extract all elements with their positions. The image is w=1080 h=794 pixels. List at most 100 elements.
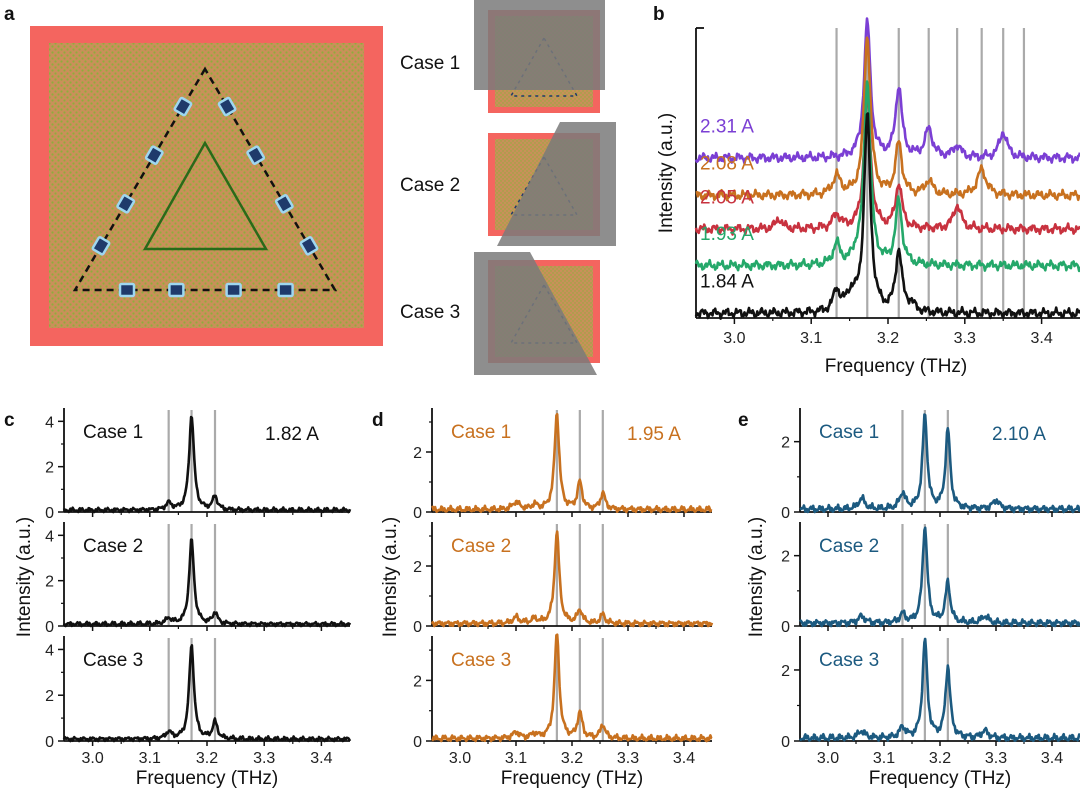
d-xtick-label-2: 3.2: [561, 750, 583, 767]
d-xlabel: Frequency (THz): [501, 768, 644, 789]
chart-layer: 3.0 3.1 3.2 3.3 3.4 Frequency (THz) Intensity …: [14, 17, 1080, 789]
c-subplot-1: 0 2 4 Case 1: [45, 408, 352, 522]
chart-c: Intensity (a.u.) Frequency (THz) 1.82 A 0 2 4…: [14, 408, 352, 789]
b-xtick-label-1: 3.1: [800, 330, 822, 347]
case-2-label: Case 2: [400, 175, 460, 196]
b-xtick-label-0: 3.0: [723, 330, 745, 347]
case-2-thumbnail: [488, 122, 616, 246]
b-series-1-84-A: [694, 112, 1080, 320]
c-xtick-label-3: 3.3: [253, 750, 275, 767]
d-xtick-label-4: 3.4: [673, 750, 695, 767]
c-ytick-label-0: 0: [45, 619, 54, 636]
case-1-label: Case 1: [400, 53, 460, 74]
case-3-label: Case 3: [400, 302, 460, 323]
site-left-1: [144, 145, 164, 165]
b-xlabel: Frequency (THz): [825, 356, 968, 377]
outer-dashed-triangle: [72, 66, 338, 292]
c-xtick-label-0: 3.0: [81, 750, 103, 767]
b-series-label-1: 1.93 A: [700, 224, 754, 245]
d-ylabel: Intensity (a.u.): [380, 517, 401, 637]
d-case-label-3: Case 3: [451, 650, 511, 671]
e-spectrum-case-2: [798, 526, 1080, 628]
case-3-shade: [474, 252, 597, 375]
e-current-label: 2.10 A: [992, 424, 1046, 445]
c-spectrum-case-3: [62, 644, 352, 743]
b-xtick-label-4: 3.4: [1030, 330, 1052, 347]
c-ytick-label-0: 0: [45, 505, 54, 522]
c-ytick-label-1: 2: [45, 574, 54, 591]
chart-d: Intensity (a.u.) Frequency (THz) 1.95 A 0 2 C…: [380, 408, 714, 789]
lattice-schematic: [30, 26, 383, 346]
chart-b: 3.0 3.1 3.2 3.3 3.4 Frequency (THz) Intensity …: [656, 17, 1080, 377]
d-ytick-label-1: 2: [413, 673, 422, 690]
case-thumbnails: Case 1 Case 2 Case 3: [400, 0, 616, 375]
d-subplot-3: 0 2 3.0 3.1 3.2 3.3 3.4 Case 3: [413, 633, 713, 767]
panel-label-a: a: [4, 4, 15, 25]
e-xtick-label-2: 3.2: [929, 750, 951, 767]
site-bottom-3: [277, 282, 294, 298]
e-case-label-1: Case 1: [819, 422, 879, 443]
case-1-thumbnail: [474, 0, 605, 113]
e-xtick-label-3: 3.3: [985, 750, 1007, 767]
d-ytick-label-1: 2: [413, 445, 422, 462]
c-spectrum-case-1: [62, 415, 352, 514]
b-series-label-2: 2.05 A: [700, 187, 754, 208]
c-subplot-3: 0 2 4 3.0 3.1 3.2 3.3 3.4 Case 3: [45, 636, 352, 767]
e-ytick-label-1: 2: [781, 663, 790, 680]
b-xtick-label-3: 3.3: [954, 330, 976, 347]
b-ylabel: Intensity (a.u.): [656, 113, 677, 233]
b-series-label-3: 2.08 A: [700, 154, 754, 175]
e-xtick-label-0: 3.0: [817, 750, 839, 767]
site-bottom-2: [225, 282, 242, 298]
c-ytick-label-0: 0: [45, 734, 54, 751]
d-spectrum-case-1: [431, 413, 713, 514]
c-xlabel: Frequency (THz): [136, 768, 279, 789]
site-bottom-1: [168, 282, 185, 298]
c-case-label-3: Case 3: [83, 650, 143, 671]
d-current-label: 1.95 A: [627, 424, 681, 445]
c-case-label-2: Case 2: [83, 536, 143, 557]
e-ylabel: Intensity (a.u.): [746, 517, 767, 637]
e-ytick-label-0: 0: [781, 505, 790, 522]
e-case-label-2: Case 2: [819, 536, 879, 557]
e-xtick-label-1: 3.1: [873, 750, 895, 767]
c-current-label: 1.82 A: [265, 424, 319, 445]
e-ytick-label-0: 0: [781, 619, 790, 636]
e-ytick-label-1: 2: [781, 435, 790, 452]
panel-label-e: e: [738, 410, 749, 431]
case-3-thumbnail: [474, 252, 600, 375]
e-subplot-1: 0 2 Case 1: [781, 408, 1080, 522]
b-series-label-0: 1.84 A: [700, 272, 754, 293]
e-ytick-label-1: 2: [781, 549, 790, 566]
c-subplot-2: 0 2 4 Case 2: [45, 522, 352, 636]
c-spectrum-case-2: [62, 538, 352, 628]
chart-e: Intensity (a.u.) Frequency (THz) 2.10 A 0 2 C…: [746, 408, 1080, 789]
b-series-1-93-A: [694, 80, 1080, 273]
inner-triangle: [142, 140, 269, 251]
c-ytick-label-2: 4: [45, 528, 54, 545]
e-subplot-2: 0 2 Case 2: [781, 522, 1080, 636]
site-right-1: [246, 145, 266, 165]
case-2-shade: [497, 122, 616, 246]
site-right-2: [274, 194, 294, 214]
lattice-area: [49, 43, 364, 328]
site-bottom-0: [118, 282, 136, 298]
c-ytick-label-2: 4: [45, 642, 54, 659]
site-markers: [91, 96, 319, 298]
d-ytick-label-0: 0: [413, 619, 422, 636]
b-xtick-label-2: 3.2: [877, 330, 899, 347]
c-ylabel: Intensity (a.u.): [14, 517, 35, 637]
d-ytick-label-0: 0: [413, 505, 422, 522]
e-xlabel: Frequency (THz): [869, 768, 1012, 789]
c-ytick-label-2: 4: [45, 414, 54, 431]
d-ytick-label-0: 0: [413, 734, 422, 751]
c-xtick-label-2: 3.2: [196, 750, 218, 767]
case-1-shade: [474, 0, 605, 90]
e-spectrum-case-1: [799, 413, 1080, 514]
b-series-2-08-A: [695, 36, 1080, 202]
e-subplot-3: 0 2 3.0 3.1 3.2 3.3 3.4 Case 3: [781, 636, 1080, 767]
d-subplot-2: 0 2 Case 2: [413, 522, 714, 636]
e-ytick-label-0: 0: [781, 734, 790, 751]
panel-label-c: c: [4, 410, 15, 431]
